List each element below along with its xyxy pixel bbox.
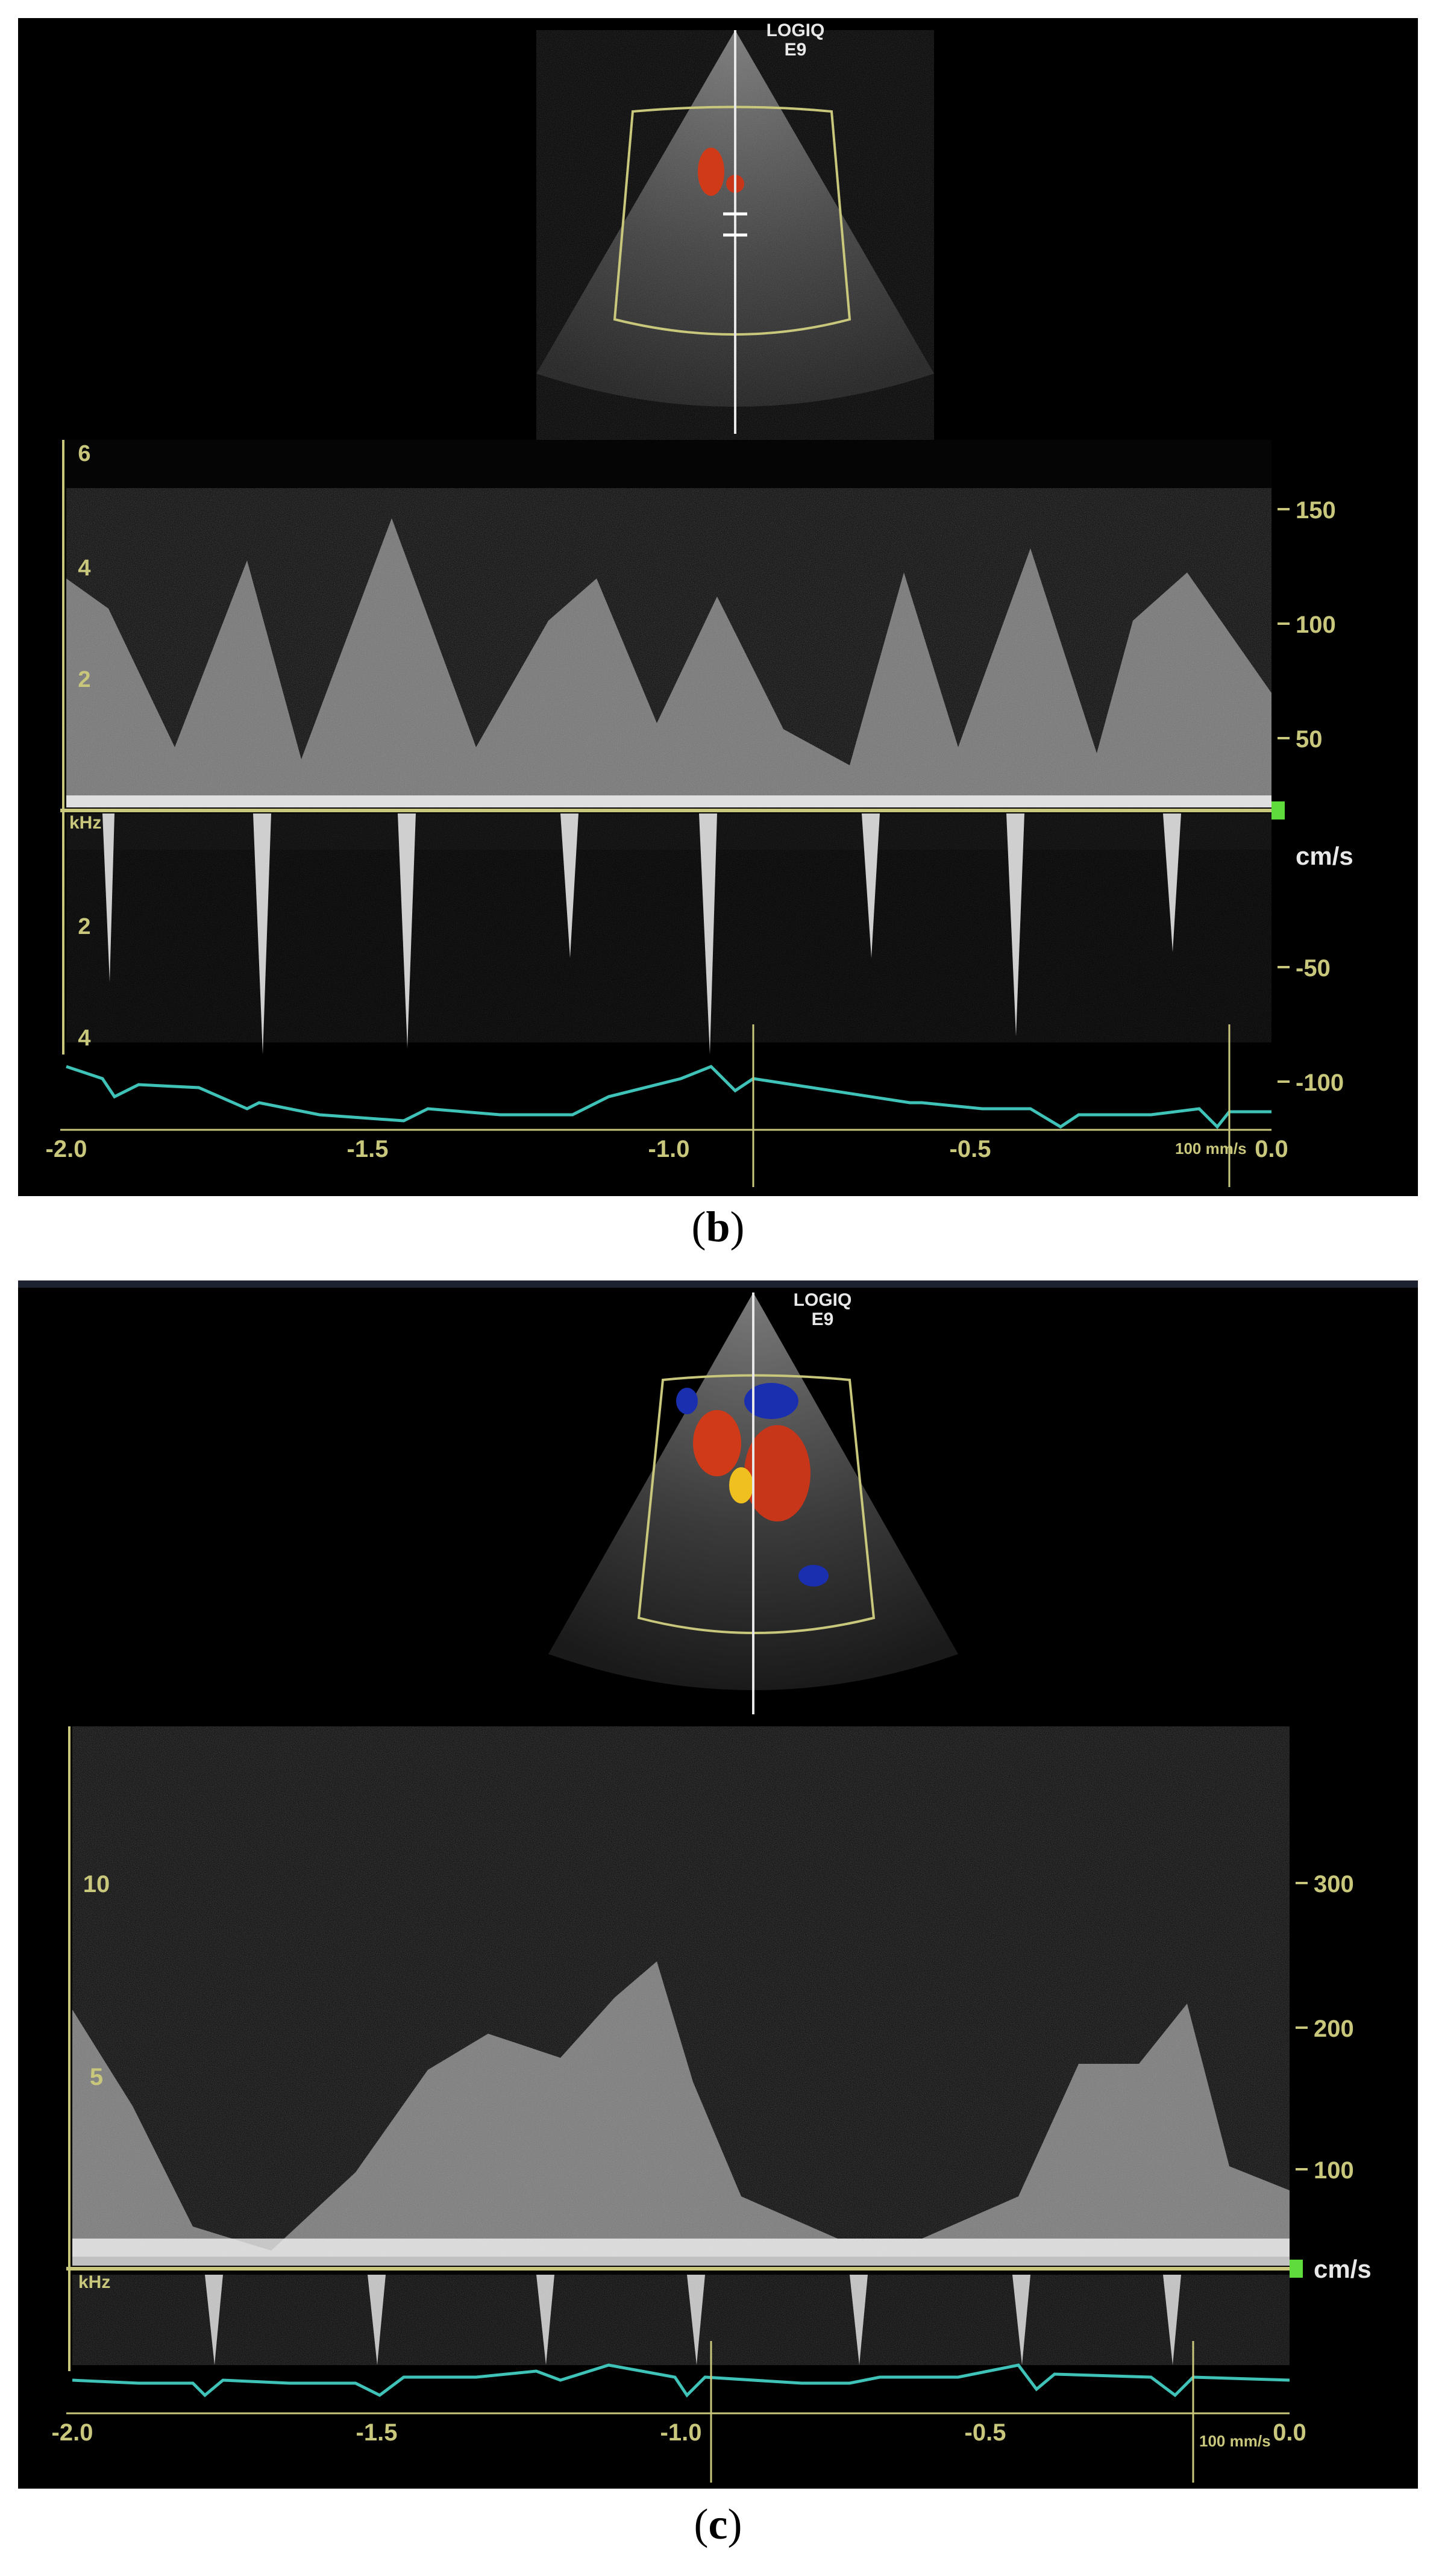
ultrasound-sector-b <box>536 30 934 440</box>
velocity-tick-c-1: 300 <box>1314 1871 1354 1898</box>
time-tick-b-5: 0.0 <box>1255 1136 1288 1162</box>
doppler-figure-b: LOGIQ E9 6 4 2 2 4 kHz <box>46 20 1353 1187</box>
color-box-c <box>637 1374 876 1634</box>
brand-model-c: E9 <box>812 1309 834 1329</box>
khz-tick-c-1: 10 <box>83 1871 110 1898</box>
ultrasound-panel-b: LOGIQ E9 6 4 2 2 4 kHz <box>18 18 1418 1196</box>
sweep-speed-c: 100 mm/s <box>1199 2432 1271 2450</box>
color-box-b <box>613 105 851 336</box>
time-tick-c-3: -1.0 <box>660 2419 702 2446</box>
velocity-tick-c-2: 200 <box>1314 2016 1354 2042</box>
time-tick-b-2: -1.5 <box>347 1136 389 1162</box>
khz-tick-b-1: 6 <box>78 441 90 466</box>
color-flow-red-c <box>693 1410 741 1476</box>
time-tick-c-2: -1.5 <box>356 2419 398 2446</box>
baseline-marker-c <box>1290 2260 1303 2278</box>
khz-tick-b-4: 2 <box>78 914 90 939</box>
brand-model-b: E9 <box>785 40 807 60</box>
velocity-tick-b-5: -100 <box>1296 1070 1344 1096</box>
ultrasound-panel-c: LOGIQ E9 10 5 kHz 300 200 100 cm/s <box>18 1280 1418 2489</box>
ecg-trace-c <box>72 2363 1290 2398</box>
baseline-marker-b <box>1271 801 1285 819</box>
doppler-figure-c: LOGIQ E9 10 5 kHz 300 200 100 cm/s <box>18 1280 1418 2483</box>
velocity-axis-c <box>1296 1882 1308 2170</box>
khz-unit-b: kHz <box>69 813 101 833</box>
time-tick-b-4: -0.5 <box>950 1136 991 1162</box>
khz-tick-b-2: 4 <box>78 556 90 581</box>
velocity-tick-b-4: -50 <box>1296 955 1331 982</box>
color-flow-blue-c <box>744 1383 798 1419</box>
velocity-axis-b <box>1278 508 1290 1083</box>
time-tick-b-1: -2.0 <box>46 1136 87 1162</box>
velocity-tick-c-3: 100 <box>1314 2157 1354 2184</box>
caption-b: (b) <box>691 1203 745 1251</box>
velocity-tick-b-2: 100 <box>1296 612 1336 638</box>
time-tick-b-3: -1.0 <box>648 1136 690 1162</box>
doppler-spectrum-c <box>72 1726 1290 2365</box>
khz-tick-b-5: 4 <box>78 1026 90 1051</box>
time-tick-c-5: 0.0 <box>1273 2419 1306 2446</box>
caption-c: (c) <box>694 2500 742 2548</box>
ecg-trace-b <box>66 1065 1271 1129</box>
brand-logiq-c: LOGIQ <box>794 1290 852 1310</box>
doppler-spectrum-b <box>66 440 1271 1055</box>
velocity-unit-b: cm/s <box>1296 842 1353 870</box>
velocity-tick-b-1: 150 <box>1296 497 1336 524</box>
ultrasound-sector-c <box>548 1293 958 1714</box>
time-tick-c-4: -0.5 <box>965 2419 1006 2446</box>
khz-unit-c: kHz <box>78 2272 110 2292</box>
velocity-unit-c: cm/s <box>1314 2255 1372 2283</box>
khz-tick-b-3: 2 <box>78 667 90 692</box>
time-tick-c-1: -2.0 <box>52 2419 93 2446</box>
khz-tick-c-2: 5 <box>90 2064 103 2090</box>
sweep-speed-b: 100 mm/s <box>1175 1139 1247 1158</box>
color-flow-b <box>698 148 724 196</box>
velocity-tick-b-3: 50 <box>1296 726 1323 753</box>
brand-logiq-b: LOGIQ <box>767 20 825 40</box>
